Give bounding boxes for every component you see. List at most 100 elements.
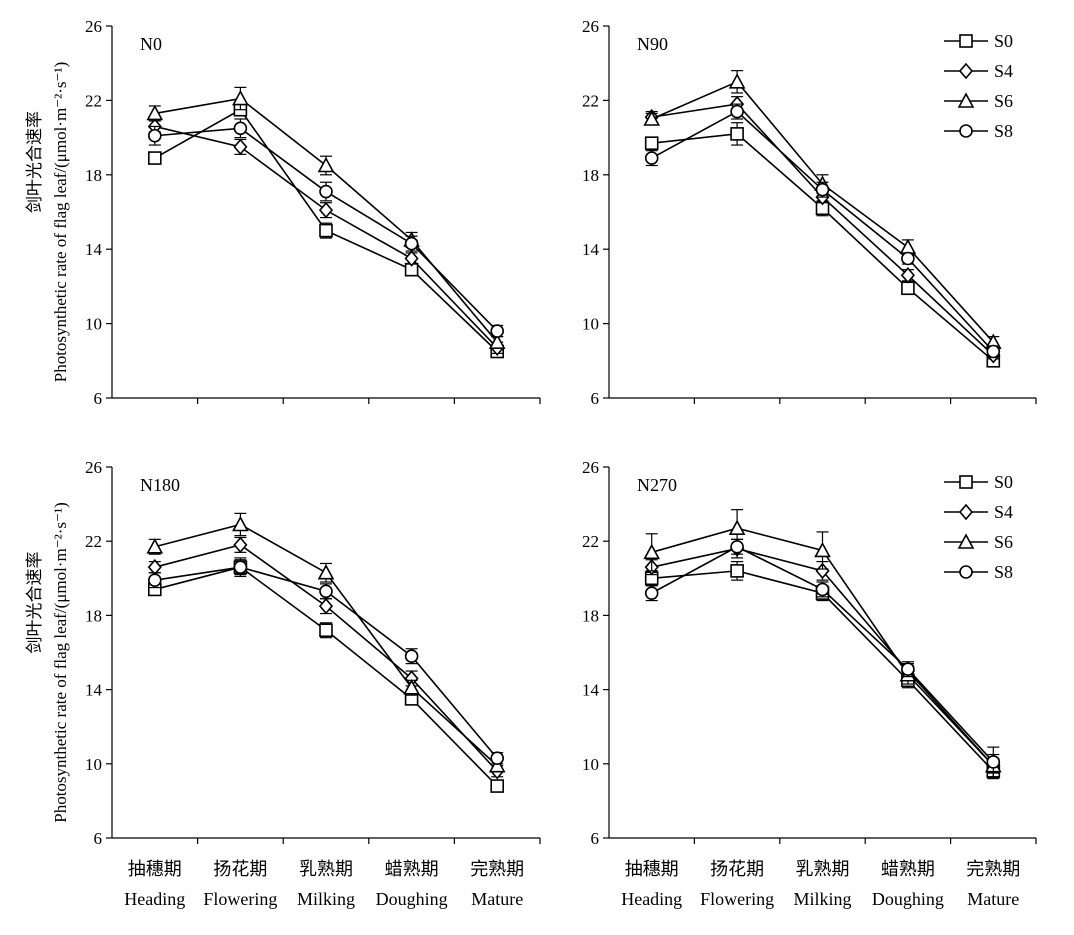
data-point-s8 [644,151,659,165]
data-point-s0 [490,779,505,793]
data-point-s6 [488,756,506,773]
x-category-label-cn: 抽穗期 [625,859,679,879]
x-category-label-cn: 完熟期 [470,859,524,879]
x-category-label-cn: 乳熟期 [796,859,850,879]
y-tick-label: 14 [85,681,103,700]
x-category-label-en: Flowering [700,889,774,909]
y-tick-label: 6 [94,829,103,848]
panel-label: N0 [140,34,162,54]
series-s0 [644,122,1001,368]
x-category-label-en: Doughing [872,889,944,909]
y-tick-label: 10 [85,755,102,774]
x-category-label-cn: 抽穗期 [128,859,182,879]
data-point-s0 [901,281,915,296]
data-point-s4 [318,201,334,219]
y-tick-label: 18 [582,606,599,625]
legend-marker-s0 [959,34,973,48]
series-s4 [644,95,1001,364]
legend-label: S6 [994,532,1013,552]
y-tick-label: 18 [85,166,102,185]
legend-label: S4 [994,502,1013,522]
y-tick-label: 26 [582,17,599,36]
y-axis-title: 剑叶光合速率 Photosynthetic rate of flag leaf/(… [25,502,70,823]
legend-marker-s0 [959,475,973,489]
x-category-label-en: Mature [471,889,523,909]
data-point-s6 [488,333,506,350]
y-tick-label: 6 [591,389,600,408]
series-s8 [644,103,1001,359]
data-point-s4 [404,250,419,267]
legend: S0 S4 S6 S8 [944,472,1013,582]
series-s8 [148,559,505,766]
y-tick-label: 6 [94,389,103,408]
data-point-s8 [644,586,659,600]
data-point-s4 [233,536,248,554]
y-tick-label: 26 [85,458,102,477]
data-point-s8 [901,251,915,266]
x-category-label-en: Milking [297,889,355,909]
series-s8 [148,118,505,338]
data-point-s6 [403,679,420,695]
panel-label: N90 [637,34,668,54]
series-s0 [148,102,505,359]
y-axis-title: 剑叶光合速率 Photosynthetic rate of flag leaf/(… [25,62,70,383]
y-tick-label: 22 [85,91,102,110]
data-point-s8 [986,344,1001,359]
x-category-label-cn: 完熟期 [966,859,1020,879]
data-point-s6 [146,538,164,554]
panel-label: N180 [140,475,180,495]
y-tick-label: 26 [582,458,599,477]
x-category-label-cn: 蜡熟期 [881,859,935,879]
data-point-s6 [728,73,746,89]
y-tick-label: 6 [591,829,600,848]
y-tick-label: 10 [582,755,599,774]
data-point-s6 [643,543,661,560]
data-point-s6 [814,541,831,558]
series-s6 [146,512,506,773]
y-tick-label: 18 [85,606,102,625]
y-tick-label: 22 [582,532,599,551]
data-point-s0 [730,564,744,578]
series-line-s0 [651,133,994,362]
legend-marker-s8 [959,124,973,138]
series-line-s4 [651,547,994,767]
legend-marker-s6 [957,533,975,549]
y-tick-label: 14 [582,240,600,259]
legend-label: S8 [994,562,1013,582]
legend-label: S8 [994,121,1013,141]
x-category-label-en: Flowering [203,889,277,909]
x-category-label-cn: 乳熟期 [299,859,353,879]
data-point-s4 [233,138,248,156]
data-point-s4 [318,597,334,615]
data-point-s8 [148,128,162,143]
data-point-s6 [899,238,917,255]
series-line-s6 [154,523,498,767]
y-tick-label: 10 [582,315,599,334]
data-point-s8 [404,649,419,664]
x-category-label-en: Heading [124,889,185,909]
chart-panel-n180: 6 10 14 18 22 26 N180 剑叶光合速率 Photosynthetic rate… [25,458,541,909]
y-tick-label: 14 [582,681,600,700]
data-point-s8 [730,104,744,119]
data-point-s0 [730,127,744,141]
data-point-s8 [815,582,830,597]
data-point-s0 [319,223,333,238]
series-s6 [643,509,1002,778]
data-point-s8 [730,539,744,554]
series-line-s8 [651,110,994,353]
series-line-s6 [154,97,498,343]
x-category-label-en: Heading [621,889,682,909]
data-point-s8 [148,573,162,587]
data-point-s0 [148,151,162,165]
legend-marker-s8 [959,565,973,579]
legend-label: S6 [994,91,1013,111]
legend-marker-s4 [958,62,974,80]
y-axis-title-en: Photosynthetic rate of flag leaf/(μmol·m… [51,62,70,383]
data-point-s6 [232,89,249,106]
data-point-s8 [319,184,333,199]
y-tick-label: 22 [85,532,102,551]
data-point-s8 [490,324,505,338]
data-point-s8 [986,755,1001,769]
data-point-s6 [643,110,661,126]
